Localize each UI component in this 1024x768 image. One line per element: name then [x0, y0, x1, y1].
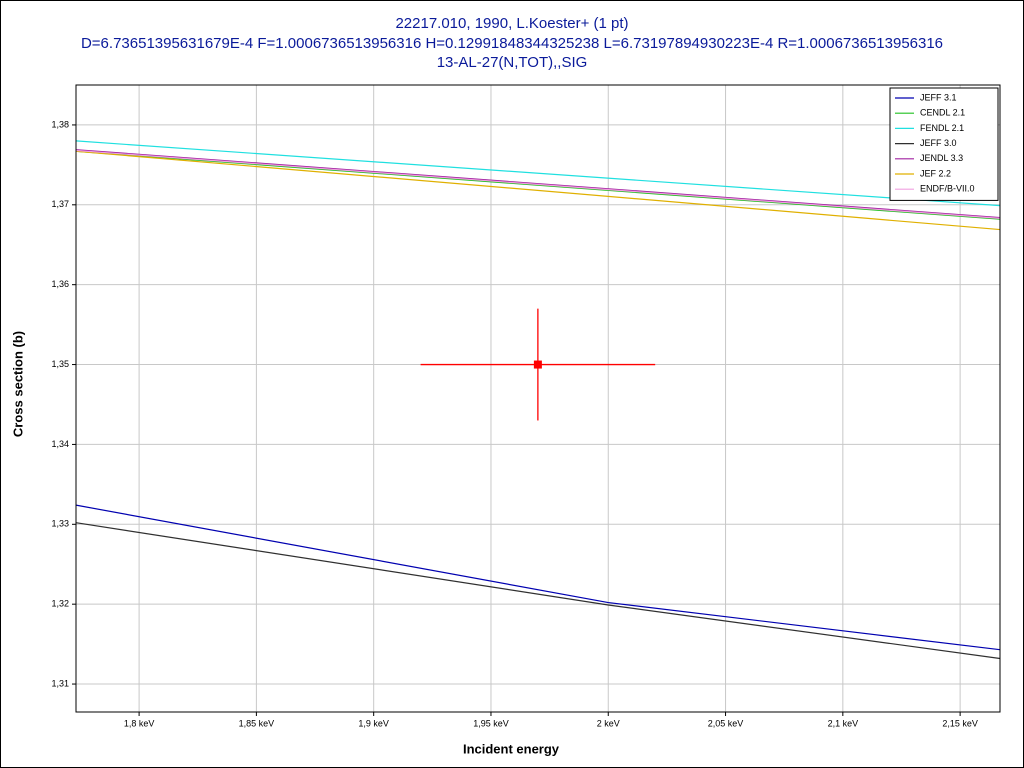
y-tick-label: 1,37: [51, 199, 69, 209]
series-line: [75, 150, 1001, 231]
y-axis-label: Cross section (b): [10, 331, 25, 437]
reaction-label: 13-AL-27(N,TOT),,SIG: [437, 54, 588, 71]
legend-label: JEFF 3.1: [920, 92, 957, 102]
series-line: [75, 140, 1001, 207]
x-tick-label: 2,1 keV: [828, 718, 859, 728]
y-tick-label: 1,36: [51, 279, 69, 289]
series-line: [75, 150, 1001, 220]
y-tick-label: 1,33: [51, 519, 69, 529]
legend-label: JEF 2.2: [920, 168, 951, 178]
y-tick-label: 1,31: [51, 678, 69, 688]
chart-subtitle: D=6.73651395631679E-4 F=1.00067365139563…: [81, 35, 943, 52]
x-tick-label: 2,15 keV: [942, 718, 978, 728]
legend-label: JENDL 3.3: [920, 153, 963, 163]
legend-label: ENDF/B-VII.0: [920, 184, 975, 194]
y-tick-label: 1,35: [51, 359, 69, 369]
x-tick-label: 1,95 keV: [473, 718, 509, 728]
y-tick-label: 1,32: [51, 599, 69, 609]
series-line: [75, 504, 1001, 651]
plot-border: [75, 84, 1001, 713]
x-tick-label: 1,9 keV: [358, 718, 389, 728]
chart-title: 22217.010, 1990, L.Koester+ (1 pt): [395, 15, 628, 32]
legend-label: FENDL 2.1: [920, 123, 964, 133]
x-tick-label: 2,05 keV: [708, 718, 744, 728]
y-tick-label: 1,38: [51, 119, 69, 129]
x-tick-label: 2 keV: [597, 718, 620, 728]
series-line: [75, 522, 1001, 660]
legend-label: CENDL 2.1: [920, 108, 965, 118]
data-point: [533, 360, 542, 369]
series-line: [75, 149, 1001, 219]
x-axis-label: Incident energy: [463, 741, 560, 756]
series-line: [75, 149, 1001, 219]
x-tick-label: 1,85 keV: [239, 718, 275, 728]
legend-label: JEFF 3.0: [920, 138, 957, 148]
y-tick-label: 1,34: [51, 439, 69, 449]
x-tick-label: 1,8 keV: [124, 718, 155, 728]
